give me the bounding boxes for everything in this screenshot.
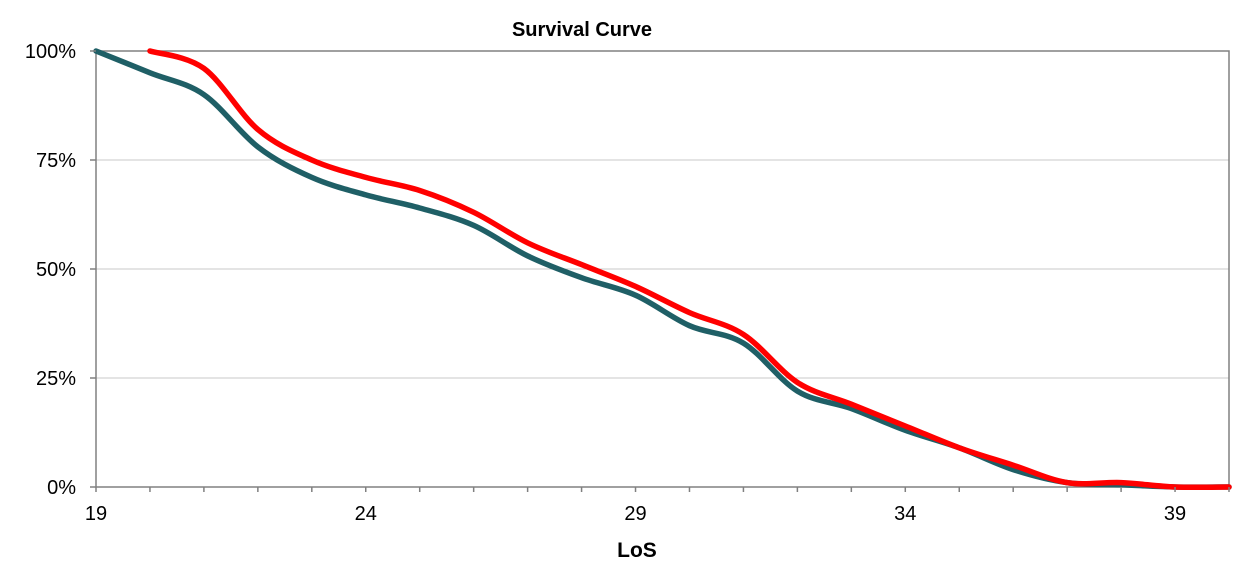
x-axis-label: LoS [617,539,657,562]
y-tick-label: 100% [25,41,76,63]
y-tick-label: 25% [36,368,76,390]
y-axis: 0% 25% 50% 75% 100% [25,41,96,499]
x-tick-label: 19 [85,503,107,525]
y-tick-label: 50% [36,259,76,281]
x-tick-label: 34 [894,503,916,525]
x-tick-label: 24 [355,503,377,525]
y-tick-label: 0% [47,477,76,499]
series-line-2 [147,48,1232,491]
y-tick-label: 75% [36,150,76,172]
x-tick-label: 29 [624,503,646,525]
x-axis: 19 24 29 34 39 [85,487,1230,525]
x-tick-label: 39 [1164,503,1186,525]
gridlines [96,159,1229,379]
chart-title: Survival Curve [512,19,652,41]
series-layer [93,48,1232,491]
